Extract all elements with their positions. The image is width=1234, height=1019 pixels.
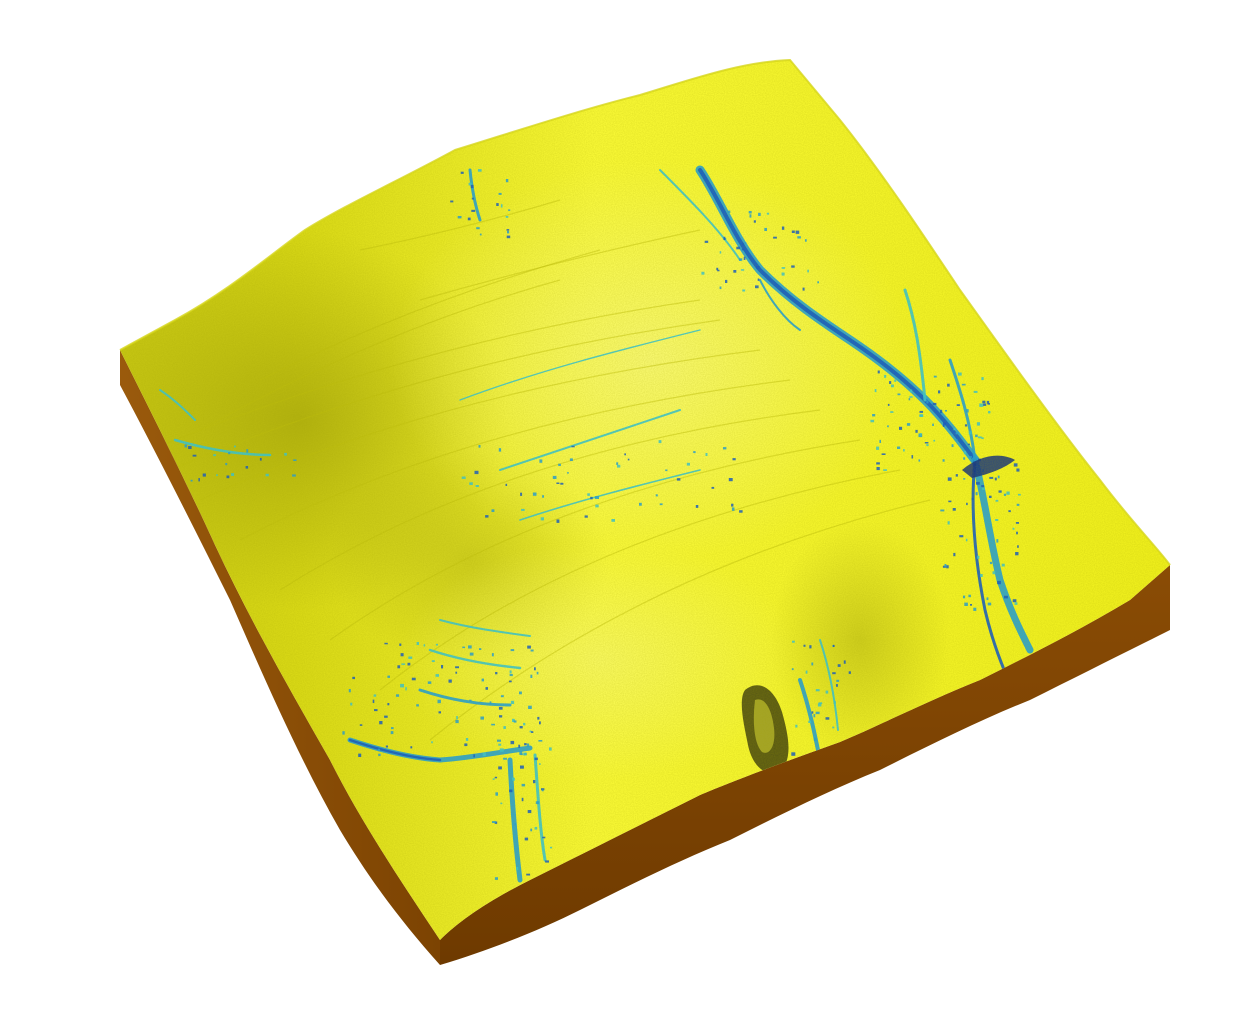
block-front-side: [440, 565, 1170, 965]
surface-rim: [119, 58, 1171, 566]
block-left-side: [120, 350, 440, 965]
